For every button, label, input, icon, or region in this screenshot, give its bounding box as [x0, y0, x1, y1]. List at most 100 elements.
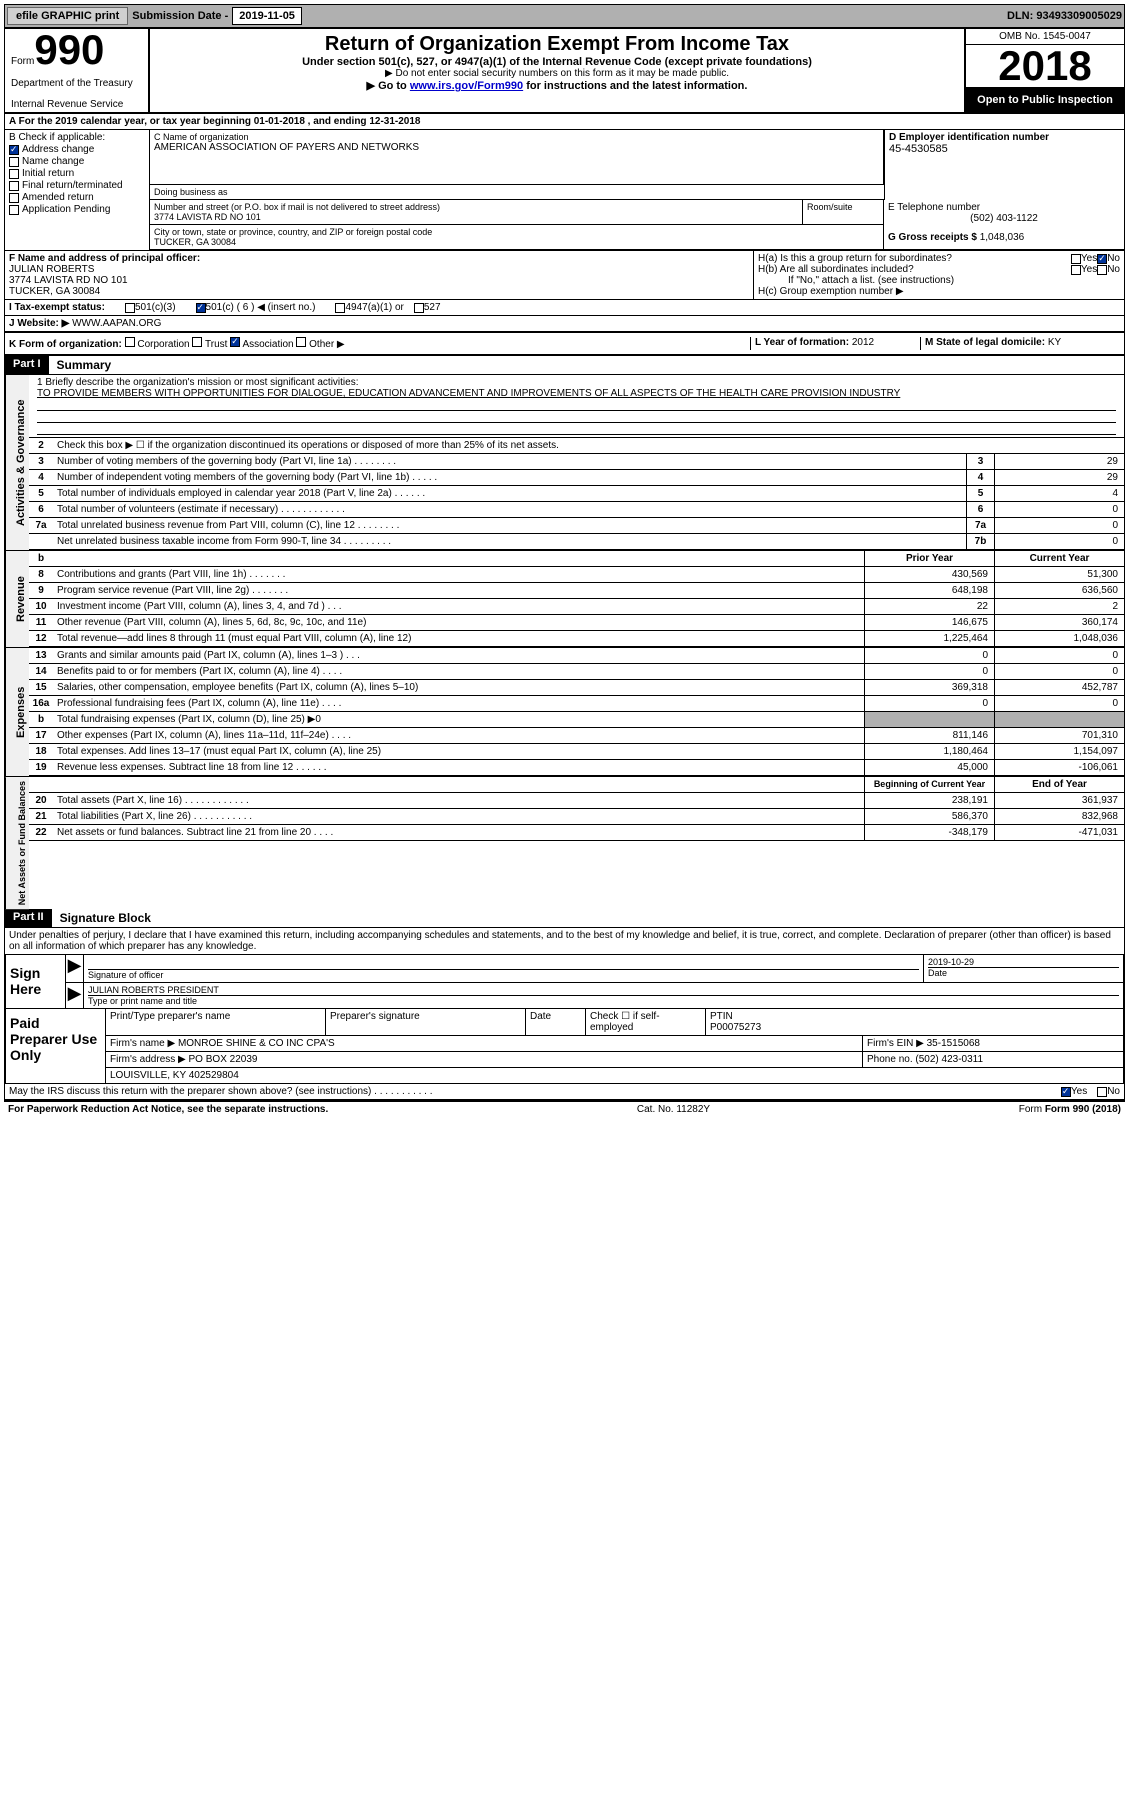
summary-line: 20Total assets (Part X, line 16) . . . .…: [29, 793, 1124, 809]
k-corp-chk[interactable]: [125, 337, 135, 347]
box-b-chk[interactable]: [9, 169, 19, 179]
line-text: Other revenue (Part VIII, column (A), li…: [53, 615, 864, 630]
ts-501c3-chk[interactable]: [125, 303, 135, 313]
form-word: Form: [11, 56, 34, 67]
prior-val: 0: [864, 664, 994, 679]
firm-addr1: PO BOX 22039: [189, 1054, 258, 1065]
current-val: -106,061: [994, 760, 1124, 775]
inspection-notice: Open to Public Inspection: [966, 88, 1124, 112]
tax-status-label: I Tax-exempt status:: [9, 302, 105, 313]
mission-text: TO PROVIDE MEMBERS WITH OPPORTUNITIES FO…: [37, 388, 1116, 399]
summary-line: 5Total number of individuals employed in…: [29, 486, 1124, 502]
gross-label: G Gross receipts $: [888, 232, 977, 243]
col-prior: Prior Year: [864, 551, 994, 566]
city-label: City or town, state or province, country…: [154, 227, 879, 237]
room-cell: Room/suite: [803, 200, 883, 224]
box-b-chk[interactable]: [9, 145, 19, 155]
box-b-item: Name change: [9, 156, 145, 167]
ha-yes-chk[interactable]: [1071, 254, 1081, 264]
summary-line: 10Investment income (Part VIII, column (…: [29, 599, 1124, 615]
line-text: Total fundraising expenses (Part IX, col…: [53, 712, 864, 727]
vert-net: Net Assets or Fund Balances: [5, 777, 29, 909]
line-text: Total number of volunteers (estimate if …: [53, 502, 966, 517]
prior-val: 238,191: [864, 793, 994, 808]
line-text: Net assets or fund balances. Subtract li…: [53, 825, 864, 840]
prep-check: Check ☐ if self-employed: [586, 1009, 706, 1035]
efile-topbar: efile GRAPHIC print Submission Date - 20…: [4, 4, 1125, 28]
line-num: 8: [29, 567, 53, 582]
current-val: 832,968: [994, 809, 1124, 824]
line-num: 12: [29, 631, 53, 646]
prior-val: 0: [864, 648, 994, 663]
l-value: 2012: [852, 337, 874, 348]
current-val: 51,300: [994, 567, 1124, 582]
form-link-line: ▶ Go to www.irs.gov/Form990 for instruct…: [160, 79, 954, 92]
k-trust-chk[interactable]: [192, 337, 202, 347]
preparer-block: Paid Preparer Use Only Print/Type prepar…: [5, 1009, 1124, 1084]
k-other-chk[interactable]: [296, 337, 306, 347]
m-value: KY: [1048, 337, 1061, 348]
officer-label: F Name and address of principal officer:: [9, 253, 200, 264]
discuss-yes-chk[interactable]: [1061, 1087, 1071, 1097]
summary-line: 15Salaries, other compensation, employee…: [29, 680, 1124, 696]
ein-label: D Employer identification number: [889, 132, 1049, 143]
ein-value: 45-4530585: [889, 143, 1120, 155]
summary-line: 19Revenue less expenses. Subtract line 1…: [29, 760, 1124, 776]
box-b-chk[interactable]: [9, 157, 19, 167]
current-val: 2: [994, 599, 1124, 614]
form-subtitle: Under section 501(c), 527, or 4947(a)(1)…: [160, 56, 954, 68]
efile-graphic-btn[interactable]: efile GRAPHIC print: [7, 7, 128, 25]
website-row: J Website: ▶ WWW.AAPAN.ORG: [5, 316, 1124, 333]
prior-val: 22: [864, 599, 994, 614]
line-text: Total revenue—add lines 8 through 11 (mu…: [53, 631, 864, 646]
sig-name-value: JULIAN ROBERTS PRESIDENT: [88, 985, 1119, 995]
ts-501c-chk[interactable]: [196, 303, 206, 313]
current-val: 361,937: [994, 793, 1124, 808]
firm-addr2: LOUISVILLE, KY 402529804: [106, 1068, 1123, 1083]
phone-value: (502) 403-1122: [888, 213, 1120, 224]
officer-street: 3774 LAVISTA RD NO 101: [9, 275, 749, 286]
line-val: 29: [994, 470, 1124, 485]
ts-527-chk[interactable]: [414, 303, 424, 313]
irs-link[interactable]: www.irs.gov/Form990: [410, 80, 523, 92]
page-footer: For Paperwork Reduction Act Notice, see …: [4, 1102, 1125, 1117]
summary-line: 6Total number of volunteers (estimate if…: [29, 502, 1124, 518]
part1-title: Summary: [49, 356, 120, 374]
box-b-item: Application Pending: [9, 204, 145, 215]
k-assoc-chk[interactable]: [230, 337, 240, 347]
box-f: F Name and address of principal officer:…: [5, 251, 754, 299]
klm-row: K Form of organization: Corporation Trus…: [5, 333, 1124, 356]
hb-no-chk[interactable]: [1097, 265, 1107, 275]
vert-exp: Expenses: [5, 648, 29, 776]
line-box: 3: [966, 454, 994, 469]
hb-yes-chk[interactable]: [1071, 265, 1081, 275]
line-text: Total liabilities (Part X, line 26) . . …: [53, 809, 864, 824]
line-num: 7a: [29, 518, 53, 533]
line-num: [29, 534, 53, 549]
prep-sig-label: Preparer's signature: [326, 1009, 526, 1035]
box-b-chk[interactable]: [9, 205, 19, 215]
ts-501c: 501(c) ( 6 ) ◀ (insert no.): [206, 302, 316, 313]
sign-arrow1: ▶: [66, 955, 84, 982]
cat-no: Cat. No. 11282Y: [637, 1104, 710, 1115]
box-b-text: Final return/terminated: [22, 180, 123, 191]
form-title: Return of Organization Exempt From Incom…: [160, 33, 954, 56]
ts-4947-chk[interactable]: [335, 303, 345, 313]
irs-discuss-row: May the IRS discuss this return with the…: [5, 1084, 1124, 1101]
sign-block: Sign Here ▶ Signature of officer 2019-10…: [5, 954, 1124, 1009]
sign-arrow2: ▶: [66, 983, 84, 1008]
line-box: 7b: [966, 534, 994, 549]
summary-line: 9Program service revenue (Part VIII, lin…: [29, 583, 1124, 599]
col-begin: Beginning of Current Year: [864, 777, 994, 792]
line-val: 0: [994, 534, 1124, 549]
ha-no-chk[interactable]: [1097, 254, 1107, 264]
ptin-label: PTIN: [710, 1011, 733, 1022]
box-b-chk[interactable]: [9, 181, 19, 191]
prep-date-label: Date: [526, 1009, 586, 1035]
line-num: 21: [29, 809, 53, 824]
discuss-no-chk[interactable]: [1097, 1087, 1107, 1097]
line-text: Grants and similar amounts paid (Part IX…: [53, 648, 864, 663]
box-b-chk[interactable]: [9, 193, 19, 203]
dept-irs: Internal Revenue Service: [11, 99, 142, 110]
line-val: 0: [994, 518, 1124, 533]
